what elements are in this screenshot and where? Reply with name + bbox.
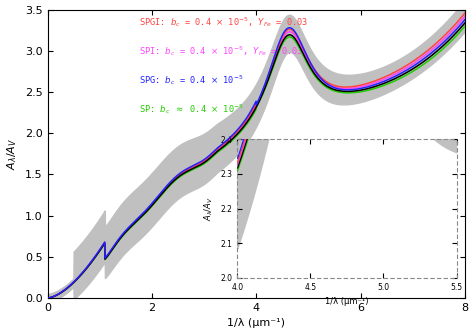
Y-axis label: $A_\lambda/A_V$: $A_\lambda/A_V$ <box>6 138 19 170</box>
Text: SPG: $b_c$ = 0.4 $\times$ 10$^{-5}$: SPG: $b_c$ = 0.4 $\times$ 10$^{-5}$ <box>139 73 244 87</box>
Text: SPI: $b_c$ = 0.4 $\times$ 10$^{-5}$, $Y_{Fe}$ = 0.03: SPI: $b_c$ = 0.4 $\times$ 10$^{-5}$, $Y_… <box>139 44 303 58</box>
X-axis label: 1/λ (μm⁻¹): 1/λ (μm⁻¹) <box>227 318 285 328</box>
Text: SPGI: $b_c$ = 0.4 $\times$ 10$^{-5}$, $Y_{Fe}$ = 0.03: SPGI: $b_c$ = 0.4 $\times$ 10$^{-5}$, $Y… <box>139 15 309 29</box>
Text: SP: $b_c$ $\approx$ 0.4 $\times$ 10$^{-5}$: SP: $b_c$ $\approx$ 0.4 $\times$ 10$^{-5… <box>139 102 244 116</box>
